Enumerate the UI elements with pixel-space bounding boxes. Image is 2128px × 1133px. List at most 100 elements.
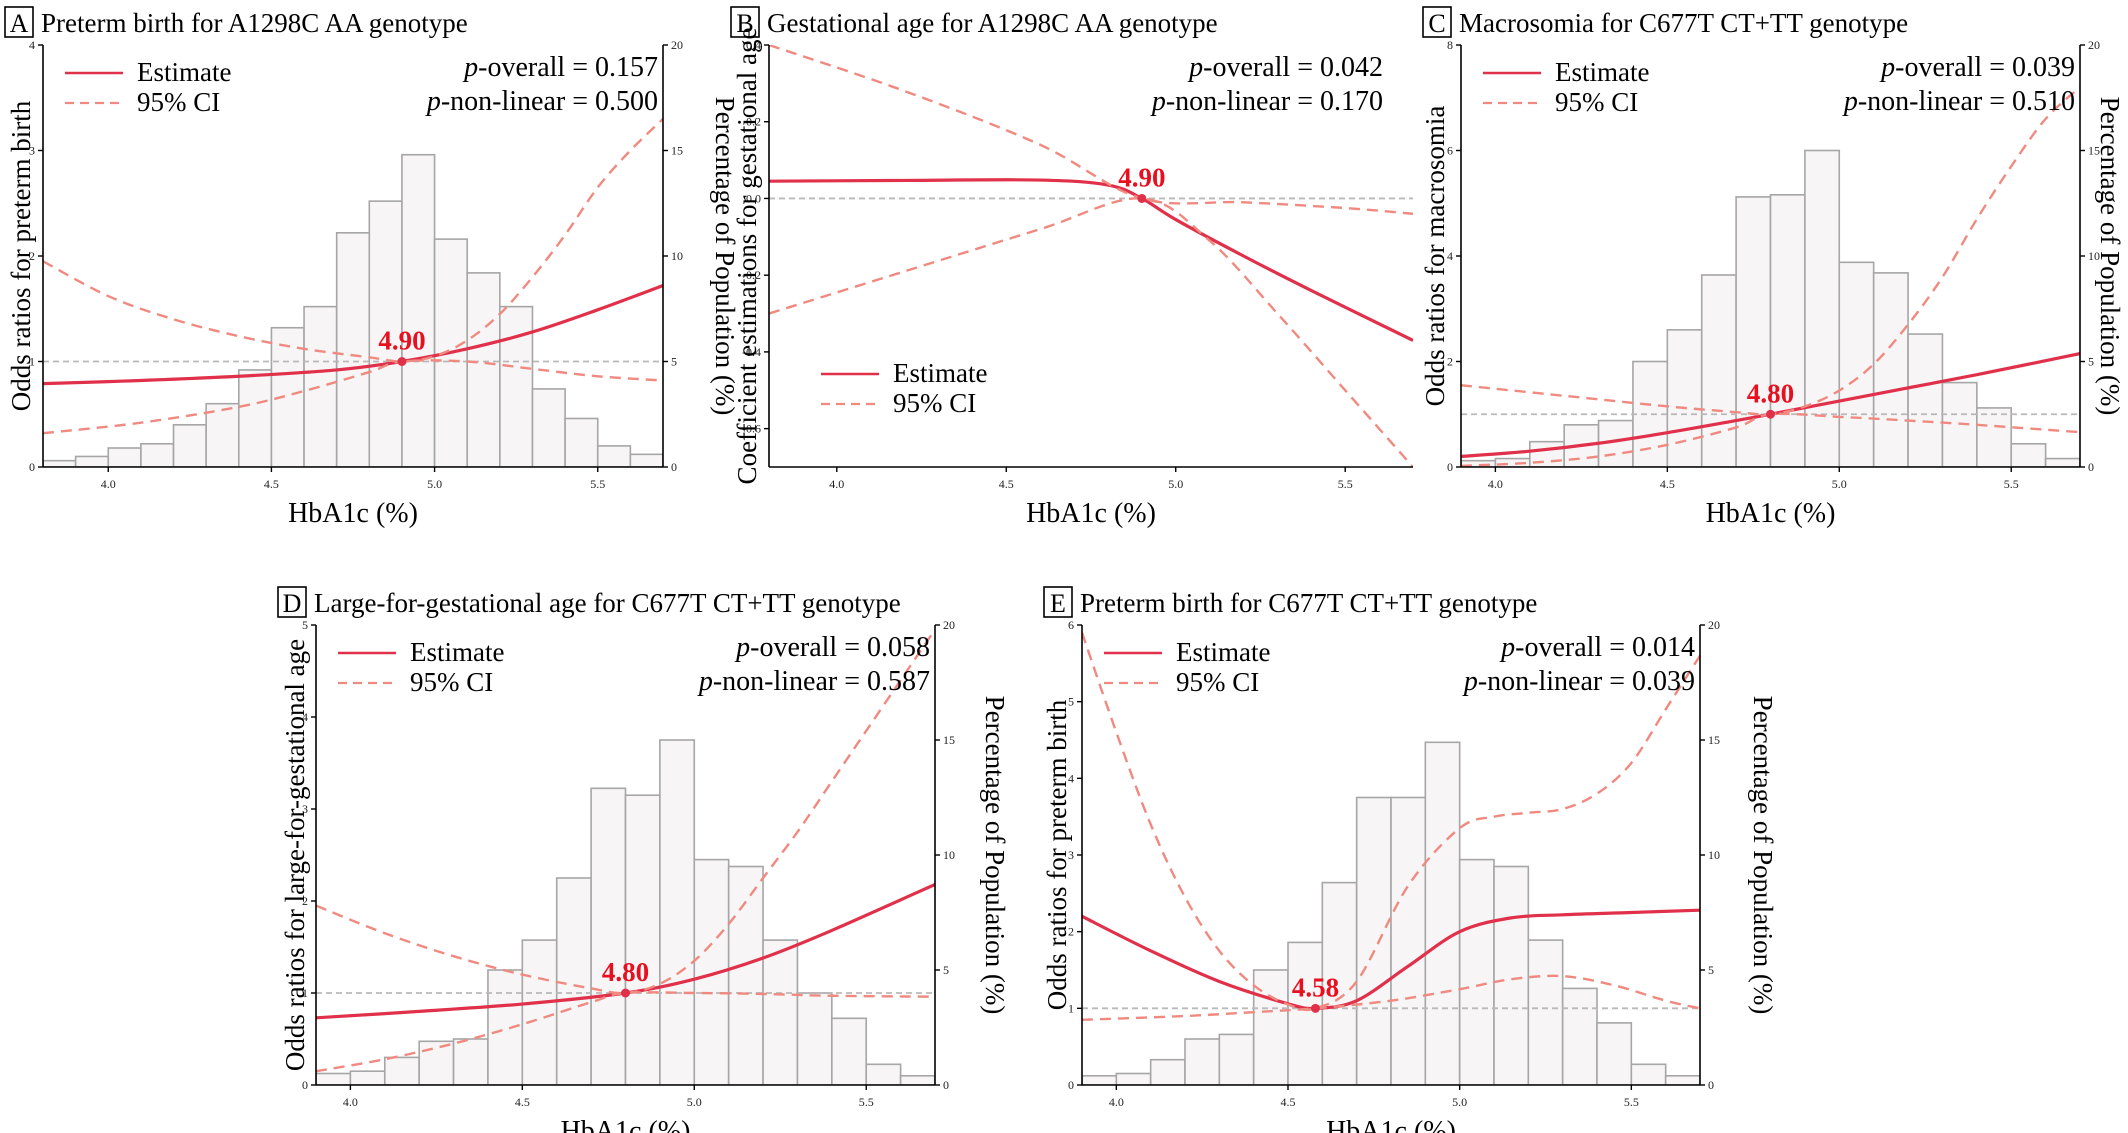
histogram-bar	[1666, 329, 1703, 467]
x-tick-label: 5.5	[2004, 477, 2019, 491]
y2-tick-label: 0	[2088, 460, 2094, 474]
y2-tick-label: 15	[2088, 144, 2100, 158]
y-tick-label: -0.2	[742, 268, 761, 282]
legend-estimate-label: Estimate	[137, 57, 231, 87]
legend-ci-label: 95% CI	[893, 388, 976, 418]
histogram-bar	[2044, 457, 2080, 467]
y2-tick-label: 20	[2088, 38, 2100, 52]
p-value-prefix: p	[1499, 632, 1515, 663]
histogram-bar	[1630, 1063, 1667, 1085]
histogram-bar	[1735, 196, 1772, 467]
p-value-prefix: p	[1187, 52, 1203, 83]
histogram-bar	[865, 1063, 902, 1085]
x-tick-label: 4.0	[1488, 477, 1503, 491]
histogram-bar	[762, 939, 799, 1085]
p-value-prefix: p	[425, 86, 441, 117]
p-value-prefix: p	[734, 632, 750, 663]
panel-e-knot-point	[1310, 1003, 1320, 1013]
histogram-bar	[659, 739, 696, 1085]
panel-a-letter-box	[4, 6, 34, 38]
y-tick-label: 6	[1068, 618, 1074, 632]
y-tick-label: 4	[1447, 249, 1453, 263]
x-tick-label: 4.5	[1281, 1095, 1296, 1109]
y2-tick-label: 5	[2088, 355, 2094, 369]
histogram-bar	[831, 1017, 868, 1085]
y2-tick-label: 15	[1708, 733, 1720, 747]
panel-d-y2-axis-label: Percentage of Population (%)	[980, 696, 1010, 1015]
legend-estimate-label: Estimate	[410, 637, 504, 667]
histogram-bar	[531, 388, 566, 467]
panel-d-knot-label: 4.80	[602, 957, 649, 987]
histogram-bar	[107, 447, 142, 467]
y-tick-label: 5	[1068, 695, 1074, 709]
p-value-stat: p-overall = 0.042	[1187, 52, 1383, 83]
p-value-prefix: p	[1462, 666, 1478, 697]
y-tick-label: 2	[1068, 925, 1074, 939]
panel-e-title: Preterm birth for C677T CT+TT genotype	[1080, 588, 1537, 618]
p-value-text: -non-linear = 0.587	[713, 666, 930, 697]
histogram-bar	[316, 1072, 352, 1085]
histogram-bar	[1184, 1038, 1221, 1085]
x-tick-label: 5.0	[1168, 477, 1183, 491]
histogram-bar	[1252, 969, 1289, 1085]
x-tick-label: 5.5	[1624, 1095, 1639, 1109]
p-value-prefix: p	[1842, 86, 1858, 117]
y-tick-label: 5	[302, 618, 308, 632]
y-tick-label: 0.4	[746, 38, 761, 52]
x-tick-label: 5.5	[1338, 477, 1353, 491]
panel-d-y-axis-label: Odds ratios for large-for-gestational ag…	[280, 639, 310, 1071]
panel-c-y2-axis-label: Percentage of Population (%)	[2095, 97, 2125, 416]
histogram-bar	[624, 794, 661, 1085]
ci-upper-line	[316, 628, 935, 995]
histogram-bar	[1596, 1022, 1633, 1085]
legend-ci-label: 95% CI	[137, 87, 220, 117]
histogram-bar	[1458, 858, 1495, 1085]
x-tick-label: 4.0	[1109, 1095, 1124, 1109]
y-tick-label: 2	[302, 894, 308, 908]
y-tick-label: 1	[1068, 1001, 1074, 1015]
ci-lower-line	[43, 359, 663, 435]
histogram-bar	[1355, 796, 1392, 1085]
panel-e-letter-box	[1043, 586, 1073, 618]
x-tick-label: 4.5	[1660, 477, 1675, 491]
p-value-text: -non-linear = 0.510	[1858, 86, 2075, 117]
panel-a: A Preterm birth for A1298C AA genotype 4.9…	[4, 6, 740, 529]
ci-lower-line	[769, 197, 1413, 467]
panel-e-y-axis-label: Odds ratios for preterm birth	[1042, 699, 1072, 1010]
histogram-bar	[383, 1056, 420, 1085]
y2-tick-label: 5	[943, 963, 949, 977]
y2-tick-label: 10	[671, 249, 683, 263]
panel-a-x-axis-label: HbA1c (%)	[288, 498, 418, 529]
y-tick-label: 0.0	[746, 191, 761, 205]
panel-a-title: Preterm birth for A1298C AA genotype	[41, 8, 468, 38]
panel-c-title: Macrosomia for C677T CT+TT genotype	[1459, 8, 1908, 38]
histogram-bar	[335, 231, 371, 467]
histogram-bar	[487, 969, 524, 1085]
histogram-bar	[1872, 272, 1909, 467]
histogram-bar	[349, 1070, 386, 1085]
p-value-stat: p-non-linear = 0.170	[1150, 86, 1383, 117]
p-value-stat: p-non-linear = 0.587	[697, 666, 930, 697]
y-tick-label: -0.4	[742, 345, 761, 359]
panel-e-series	[1082, 632, 1700, 1022]
legend-ci-label: 95% CI	[1176, 667, 1259, 697]
panel-c-letter: C	[1428, 9, 1445, 38]
y-tick-label: 3	[302, 802, 308, 816]
y-tick-label: 1	[302, 986, 308, 1000]
histogram-bar	[899, 1075, 935, 1085]
panel-e: E Preterm birth for C677T CT+TT genotype 4…	[1042, 586, 1778, 1133]
histogram-bar	[2010, 442, 2047, 467]
histogram-bar	[1664, 1075, 1700, 1085]
histogram-bar	[629, 453, 663, 467]
panel-d-knot-point	[621, 988, 630, 998]
histogram-bar	[172, 423, 207, 467]
y-tick-label: 6	[1447, 144, 1453, 158]
panel-d: D Large-for-gestational age for C677T CT+…	[277, 586, 1010, 1133]
y-tick-label: 3	[1068, 848, 1074, 862]
y2-tick-label: 20	[1708, 618, 1720, 632]
x-tick-label: 5.0	[427, 477, 442, 491]
panel-b-letter: B	[736, 9, 753, 38]
panel-c: C Macrosomia for C677T CT+TT genotype 4.80…	[1420, 6, 2125, 529]
y2-tick-label: 0	[1708, 1078, 1714, 1092]
